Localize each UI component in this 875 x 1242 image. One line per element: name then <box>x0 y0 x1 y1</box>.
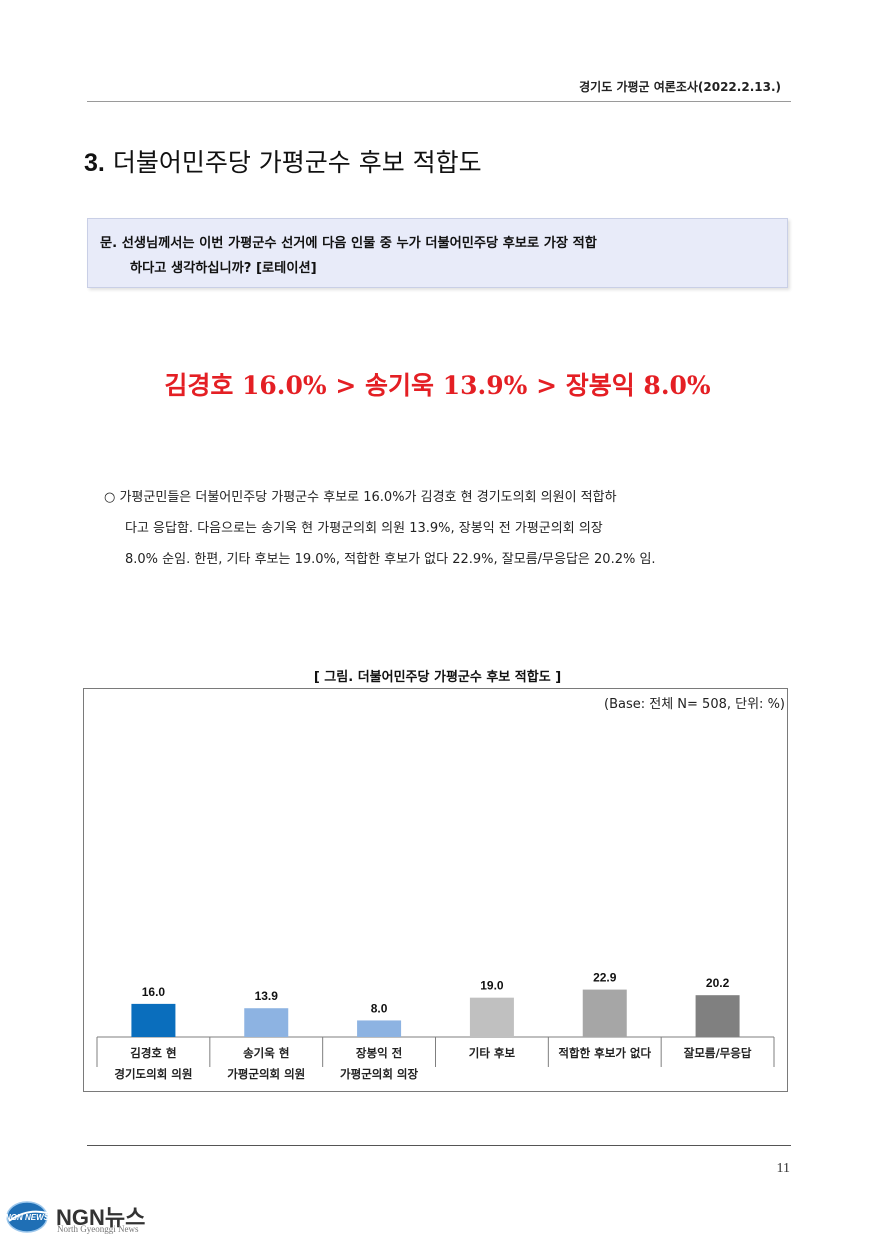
page-number: 11 <box>776 1161 790 1176</box>
x-tick-label: 가평군의회 의원 <box>227 1067 305 1081</box>
summary-line-2: 다고 응답함. 다음으로는 송기욱 현 가평군의회 의원 13.9%, 장봉익 … <box>125 521 603 536</box>
x-tick-label: 경기도의회 의원 <box>114 1067 192 1081</box>
section-title: 3. 더불어민주당 가평군수 후보 적합도 <box>84 143 482 179</box>
bar-value-label: 19.0 <box>480 979 504 993</box>
svg-text:NGN NEWS: NGN NEWS <box>5 1213 50 1222</box>
bar-value-label: 13.9 <box>255 989 279 1003</box>
summary-line-3: 8.0% 순임. 한편, 기타 후보는 19.0%, 적합한 후보가 없다 22… <box>125 552 656 567</box>
x-tick-label: 송기욱 현 <box>243 1046 289 1060</box>
header-divider <box>87 101 791 102</box>
x-tick-label: 가평군의회 의장 <box>340 1067 418 1081</box>
bar-value-label: 8.0 <box>371 1001 388 1015</box>
question-box: 문. 선생님께서는 이번 가평군수 선거에 다음 인물 중 누가 더불어민주당 … <box>87 218 788 288</box>
section-title-text: 더불어민주당 가평군수 후보 적합도 <box>112 148 482 177</box>
bar <box>131 1003 176 1037</box>
x-tick-label: 장봉익 전 <box>356 1046 402 1060</box>
ngn-news-logo: NGN NEWS NGN뉴스 North Gyeonggi News <box>4 1198 174 1238</box>
x-tick-label: 잘모름/무응답 <box>684 1046 752 1060</box>
question-line-1: 문. 선생님께서는 이번 가평군수 선거에 다음 인물 중 누가 더불어민주당 … <box>100 236 597 251</box>
logo-subtitle: North Gyeonggi News <box>57 1224 139 1234</box>
bar-value-label: 16.0 <box>142 985 166 999</box>
footer-divider <box>87 1145 791 1146</box>
x-tick-label: 기타 후보 <box>469 1046 516 1060</box>
question-line-2: 하다고 생각하십니까? [로테이션] <box>130 261 317 276</box>
ngn-globe-icon: NGN NEWS <box>5 1201 50 1233</box>
survey-header-title: 경기도 가평군 여론조사(2022.2.13.) <box>579 80 781 94</box>
figure-caption: [ 그림. 더불어민주당 가평군수 후보 적합도 ] <box>313 670 562 685</box>
bar <box>582 989 627 1037</box>
summary-line-1: ○ 가평군민들은 더불어민주당 가평군수 후보로 16.0%가 김경호 현 경기… <box>104 490 617 505</box>
logo-name: NGN뉴스 <box>56 1205 146 1230</box>
section-number: 3. <box>84 149 105 177</box>
bar <box>244 1008 289 1037</box>
chart-base-note: (Base: 전체 N= 508, 단위: %) <box>604 697 785 712</box>
chart-frame <box>83 688 788 1092</box>
result-headline: 김경호 16.0% > 송기욱 13.9% > 장봉익 8.0% <box>164 371 711 400</box>
summary-paragraph: ○ 가평군민들은 더불어민주당 가평군수 후보로 16.0%가 김경호 현 경기… <box>104 482 792 575</box>
bar-value-label: 22.9 <box>593 971 617 985</box>
bar <box>357 1020 402 1037</box>
x-tick-label: 김경호 현 <box>130 1046 176 1060</box>
bar-value-label: 20.2 <box>706 976 730 990</box>
bar <box>695 995 740 1037</box>
bar <box>469 997 514 1037</box>
x-tick-label: 적합한 후보가 없다 <box>558 1046 651 1060</box>
